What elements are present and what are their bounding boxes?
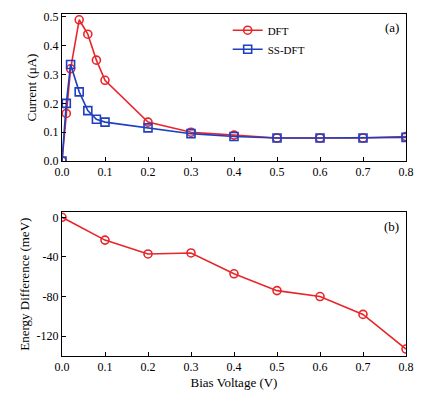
svg-text:0.6: 0.6 <box>313 360 328 374</box>
svg-text:(a): (a) <box>385 20 399 35</box>
svg-text:Bias Voltage (V): Bias Voltage (V) <box>191 375 278 390</box>
svg-text:0.4: 0.4 <box>44 39 59 53</box>
svg-text:0.3: 0.3 <box>184 165 199 179</box>
svg-text:0.2: 0.2 <box>141 165 156 179</box>
svg-text:-120: -120 <box>37 329 59 343</box>
svg-text:0.1: 0.1 <box>98 165 113 179</box>
svg-text:0.1: 0.1 <box>98 360 113 374</box>
svg-text:0.3: 0.3 <box>44 68 59 82</box>
svg-text:0.2: 0.2 <box>44 97 59 111</box>
svg-text:-40: -40 <box>43 250 59 264</box>
svg-text:-80: -80 <box>43 290 59 304</box>
svg-text:0.8: 0.8 <box>399 165 414 179</box>
svg-text:0.7: 0.7 <box>356 360 371 374</box>
svg-text:0: 0 <box>53 211 59 225</box>
svg-text:0.1: 0.1 <box>44 125 59 139</box>
svg-text:SS-DFT: SS-DFT <box>268 44 305 56</box>
svg-text:0.7: 0.7 <box>356 165 371 179</box>
svg-text:0.4: 0.4 <box>227 360 242 374</box>
svg-text:(b): (b) <box>384 219 399 234</box>
svg-text:0.6: 0.6 <box>313 165 328 179</box>
svg-text:0.3: 0.3 <box>184 360 199 374</box>
svg-text:Current (μA): Current (μA) <box>24 54 39 122</box>
svg-text:0.8: 0.8 <box>399 360 414 374</box>
svg-text:0.5: 0.5 <box>270 360 285 374</box>
svg-text:0.4: 0.4 <box>227 165 242 179</box>
svg-text:0.2: 0.2 <box>141 360 156 374</box>
svg-text:0.5: 0.5 <box>270 165 285 179</box>
svg-text:0.0: 0.0 <box>55 360 70 374</box>
svg-text:Energy Difference (meV): Energy Difference (meV) <box>17 218 32 351</box>
svg-text:0.0: 0.0 <box>55 165 70 179</box>
svg-text:0.5: 0.5 <box>44 10 59 24</box>
svg-text:0.0: 0.0 <box>44 154 59 168</box>
svg-text:DFT: DFT <box>268 25 289 37</box>
